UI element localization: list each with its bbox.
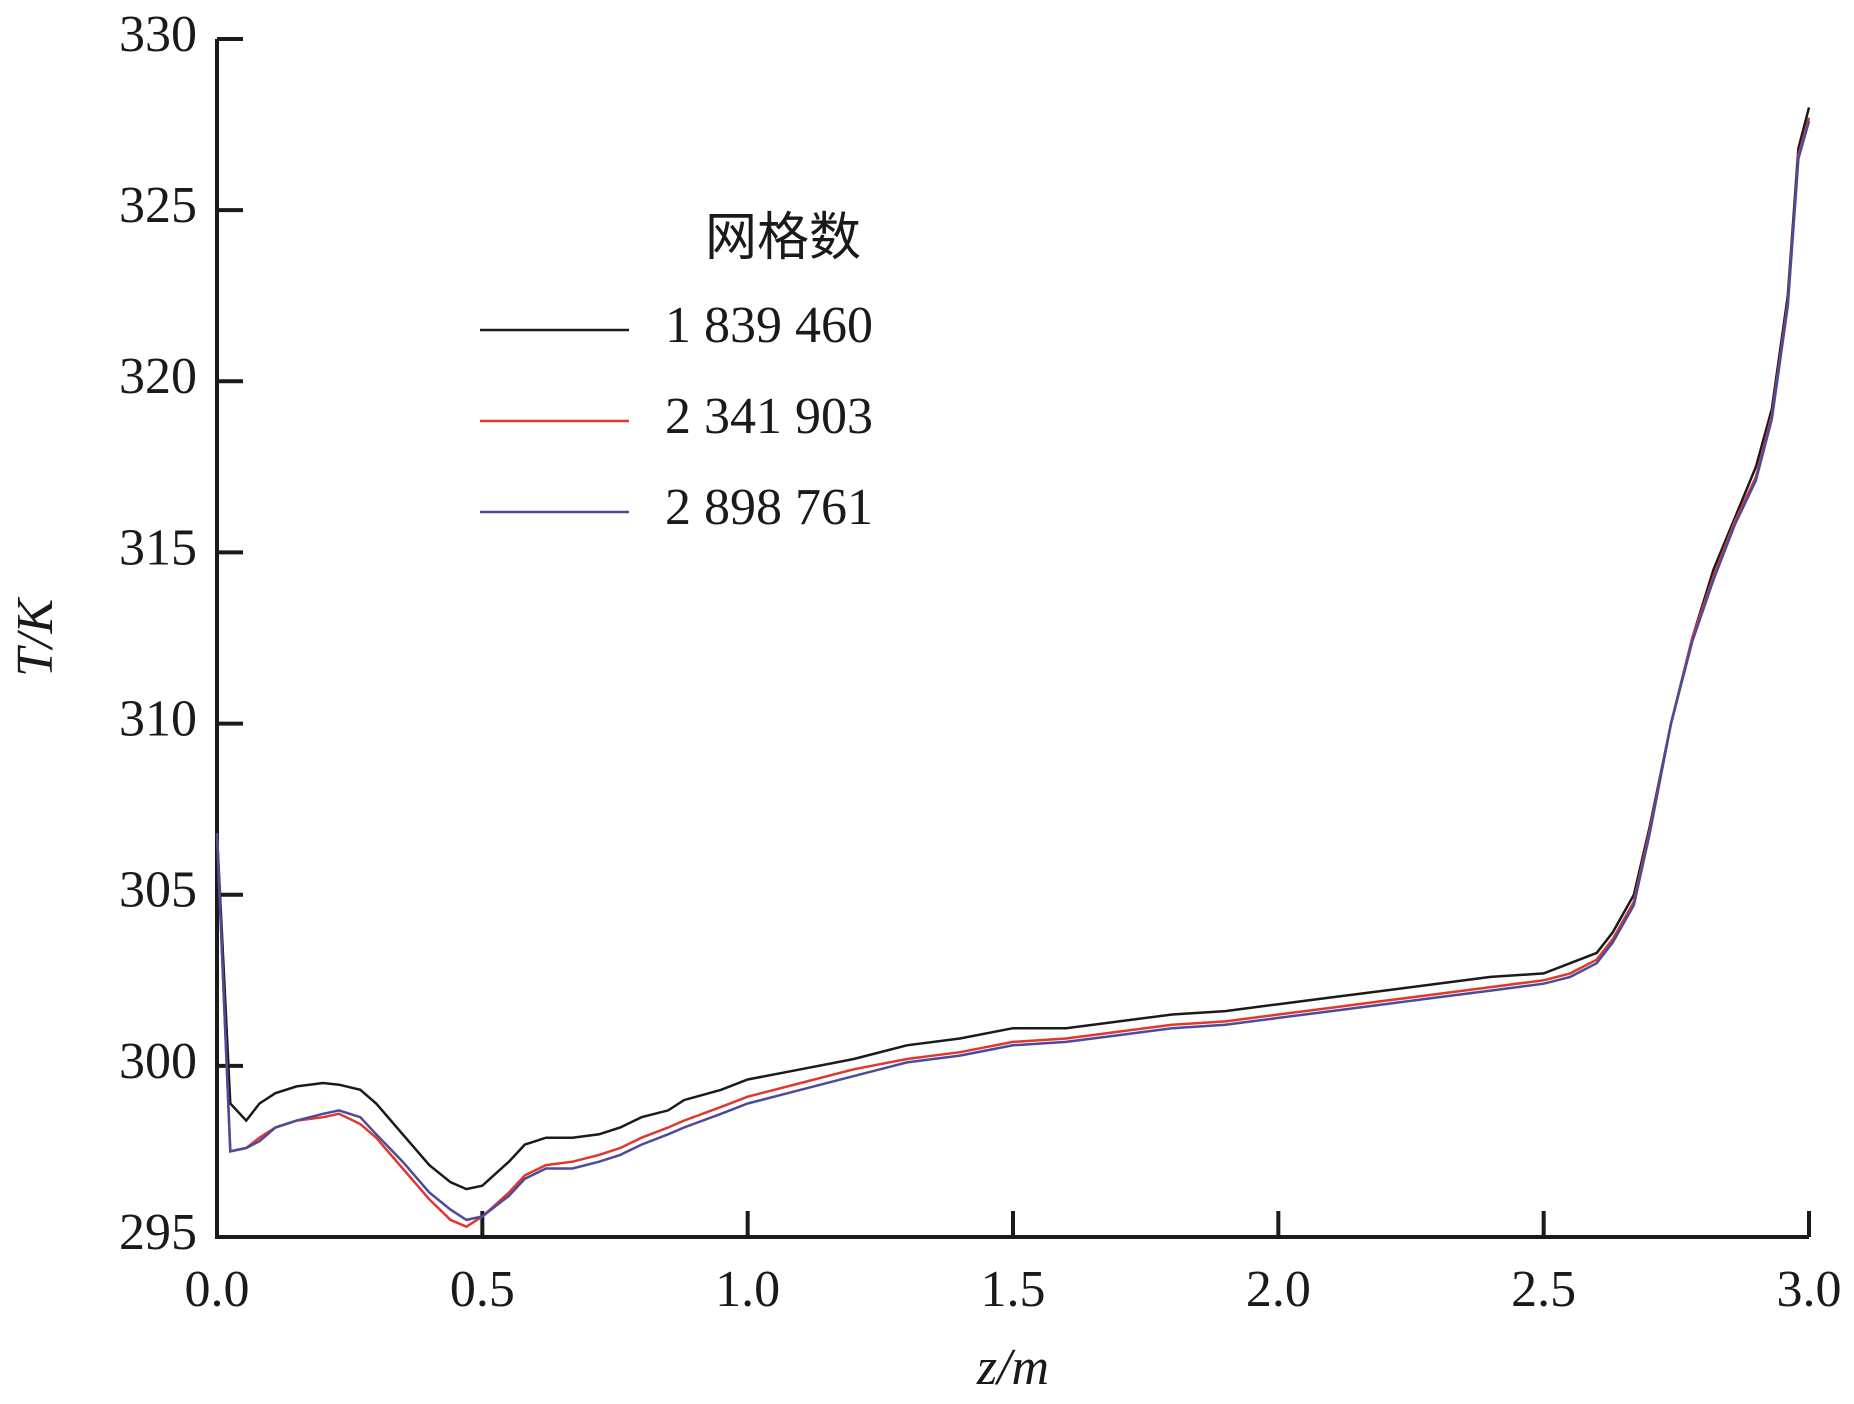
y-tick-label: 330 <box>119 6 197 63</box>
y-tick-label: 305 <box>119 862 197 919</box>
x-axis-label: z/m <box>976 1339 1049 1396</box>
data-line <box>215 120 1811 1222</box>
x-tick-label: 0.5 <box>450 1261 515 1318</box>
x-tick-label: 0.0 <box>185 1261 250 1318</box>
y-tick-label: 325 <box>119 177 197 234</box>
x-tick-label: 1.0 <box>715 1261 780 1318</box>
x-tick-label: 1.5 <box>981 1261 1046 1318</box>
y-tick-label: 300 <box>119 1033 197 1090</box>
data-line <box>215 107 1811 1191</box>
y-tick-label: 320 <box>119 348 197 405</box>
legend-label: 1 839 460 <box>665 297 873 354</box>
y-axis-label: T/K <box>7 597 64 677</box>
data-line <box>215 117 1811 1229</box>
y-tick-label: 315 <box>119 519 197 576</box>
x-tick-label: 2.5 <box>1511 1261 1576 1318</box>
y-tick-label: 310 <box>119 691 197 748</box>
x-tick-label: 2.0 <box>1246 1261 1311 1318</box>
legend-label: 2 898 761 <box>665 479 873 536</box>
legend-title: 网格数 <box>705 210 861 267</box>
y-tick-label: 295 <box>119 1204 197 1261</box>
x-tick-label: 3.0 <box>1777 1261 1842 1318</box>
legend-label: 2 341 903 <box>665 388 873 445</box>
